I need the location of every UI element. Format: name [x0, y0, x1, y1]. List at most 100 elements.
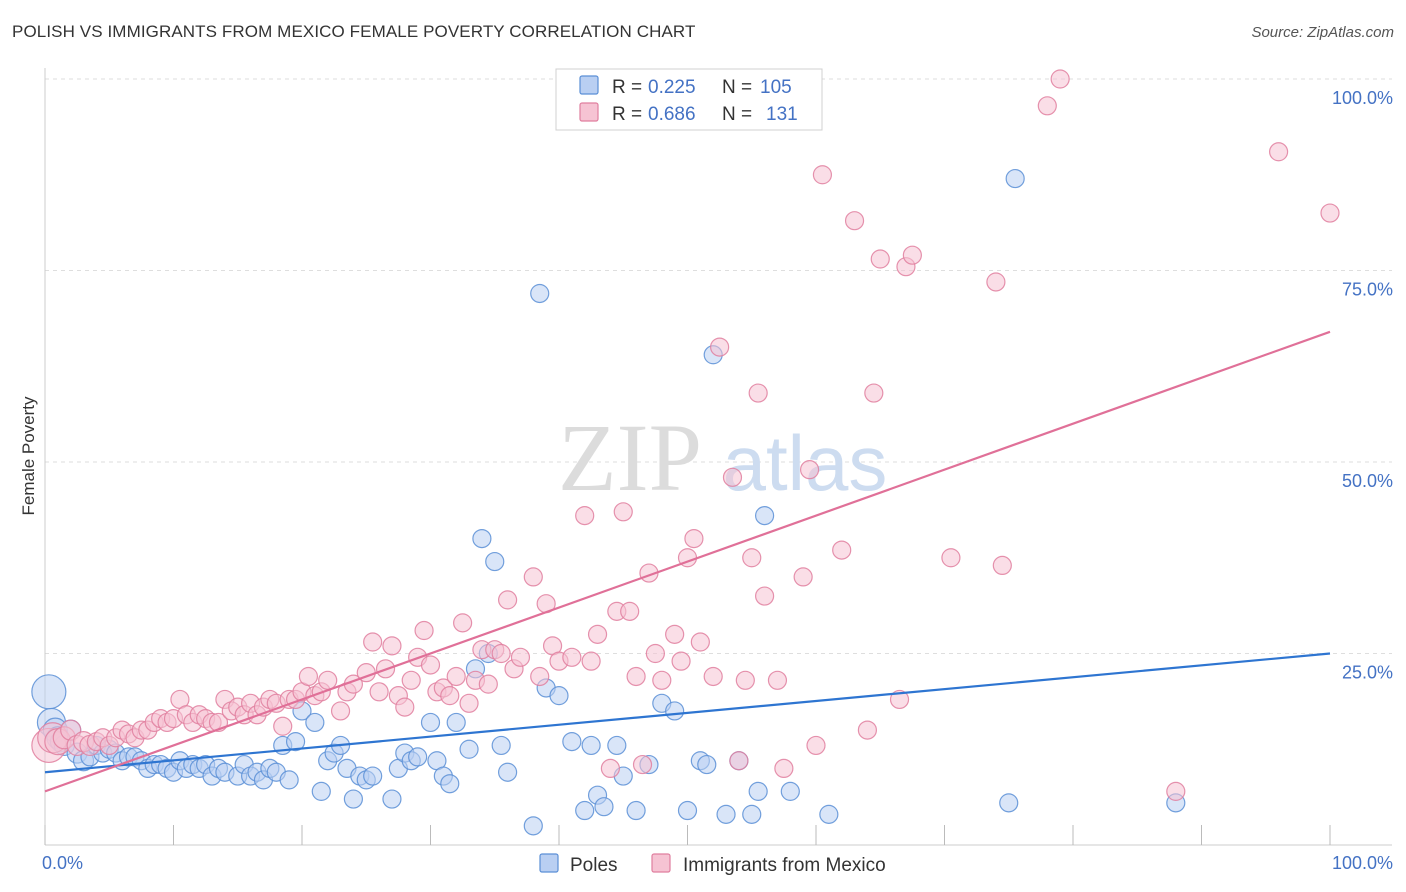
poles-point-94: [819, 804, 839, 824]
mexico-point-92: [671, 651, 691, 671]
mexico-point-70: [498, 590, 518, 610]
mexico-point-122: [1050, 69, 1070, 89]
mexico-point-103: [754, 586, 775, 606]
poles-point-70: [530, 283, 550, 304]
watermark: ZIP atlas: [558, 404, 887, 511]
stats-n-value-mexico: 131: [766, 104, 798, 125]
mexico-point-58: [420, 655, 441, 675]
x-tick-label-0: 0.0%: [42, 853, 83, 873]
mexico-point-89: [645, 643, 665, 664]
legend-label-poles: Poles: [570, 855, 618, 876]
stats-n-value-poles: 105: [760, 77, 792, 98]
watermark-zip: ZIP: [558, 404, 702, 511]
poles-point-68: [498, 762, 518, 782]
y-tick-label-25: 25.0%: [1342, 663, 1393, 683]
mexico-point-108: [806, 735, 826, 756]
mexico-point-90: [652, 670, 672, 690]
stats-legend: R = 0.225 N = 105 R = 0.686 N = 131: [555, 68, 823, 131]
poles-point-74: [575, 800, 595, 821]
poles-point-78: [607, 735, 627, 756]
mexico-point-113: [864, 383, 884, 403]
mexico-point-69: [491, 643, 511, 664]
mexico-point-107: [799, 460, 820, 480]
mexico-point-120: [992, 555, 1012, 576]
stats-r-value-poles: 0.225: [648, 77, 696, 98]
poles-point-91: [748, 781, 768, 801]
mexico-point-114: [870, 249, 890, 269]
poles-point-42: [305, 712, 325, 733]
poles-point-83: [665, 701, 685, 721]
mexico-point-79: [575, 506, 595, 526]
mexico-point-115: [889, 689, 910, 710]
poles-point-39: [279, 770, 299, 790]
mexico-point-98: [722, 467, 743, 487]
mexico-point-50: [369, 682, 389, 702]
stats-r-label-poles: R =: [612, 77, 642, 98]
stats-legend-box: [555, 68, 823, 131]
poles-point-96: [999, 793, 1019, 813]
poles-point-52: [382, 789, 402, 809]
mexico-point-87: [632, 754, 653, 775]
poles-point-51: [363, 766, 383, 786]
mexico-trend-line: [44, 330, 1331, 793]
mexico-point-102: [748, 383, 768, 403]
mexico-point-78: [562, 647, 582, 667]
axes: [44, 68, 1392, 846]
chart-title: POLISH VS IMMIGRANTS FROM MEXICO FEMALE …: [12, 22, 696, 41]
poles-point-77: [594, 797, 614, 817]
tick-labels: 25.0% 50.0% 75.0% 100.0% 0.0% 100.0%: [42, 88, 1393, 873]
mexico-point-104: [767, 670, 788, 690]
mexico-point-54: [395, 697, 415, 717]
stats-n-label-mexico: N =: [722, 104, 752, 125]
poles-point-62: [459, 739, 479, 759]
poles-point-80: [626, 800, 646, 821]
mexico-point-49: [363, 632, 383, 652]
legend-swatch-poles: [539, 853, 559, 873]
stats-legend-swatch-mexico: [579, 102, 599, 122]
poles-point-67: [491, 735, 511, 756]
mexico-point-44: [318, 670, 338, 690]
mexico-point-45: [330, 701, 351, 721]
y-tick-label-50: 50.0%: [1342, 471, 1393, 491]
poles-point-64: [472, 528, 492, 549]
poles-point-69: [523, 816, 543, 836]
poles-point-40: [285, 731, 306, 752]
poles-point-95: [1005, 168, 1025, 189]
mexico-point-61: [440, 686, 460, 706]
mexico-point-84: [613, 502, 633, 522]
mexico-point-80: [581, 651, 601, 671]
mexico-point-112: [857, 720, 878, 740]
poles-point-72: [549, 686, 569, 706]
mexico-point-100: [735, 670, 755, 690]
grid-lines: [45, 78, 1392, 654]
mexico-point-97: [710, 337, 730, 357]
mexico-point-64: [459, 693, 479, 713]
mexico-point-95: [690, 632, 710, 652]
poles-point-57: [420, 712, 441, 733]
mexico-point-99: [729, 751, 749, 771]
poles-point-90: [742, 804, 762, 824]
mexico-point-41: [298, 666, 319, 687]
mexico-point-121: [1037, 96, 1057, 116]
mexico-point-96: [703, 666, 723, 687]
mexico-point-123: [1166, 781, 1186, 801]
mexico-point-72: [510, 647, 531, 667]
poles-point-48: [343, 789, 363, 809]
mexico-point-55: [401, 670, 421, 690]
mexico-point-67: [478, 674, 498, 694]
mexico-point-82: [600, 758, 621, 779]
mexico-point-57: [414, 620, 434, 641]
mexico-point-125: [1320, 203, 1340, 223]
y-axis-label: Female Poverty: [19, 396, 38, 516]
mexico-point-81: [587, 624, 608, 644]
stats-r-value-mexico: 0.686: [648, 104, 696, 125]
y-tick-label-100: 100.0%: [1332, 88, 1393, 108]
mexico-point-85: [620, 601, 640, 621]
poles-point-84: [677, 800, 698, 821]
poles-point-92: [754, 506, 775, 526]
stats-legend-swatch-poles: [579, 75, 599, 95]
trend-lines: [44, 330, 1331, 793]
mexico-point-74: [530, 666, 550, 687]
y-tick-label-75: 75.0%: [1342, 280, 1393, 300]
mexico-point-119: [986, 272, 1006, 292]
